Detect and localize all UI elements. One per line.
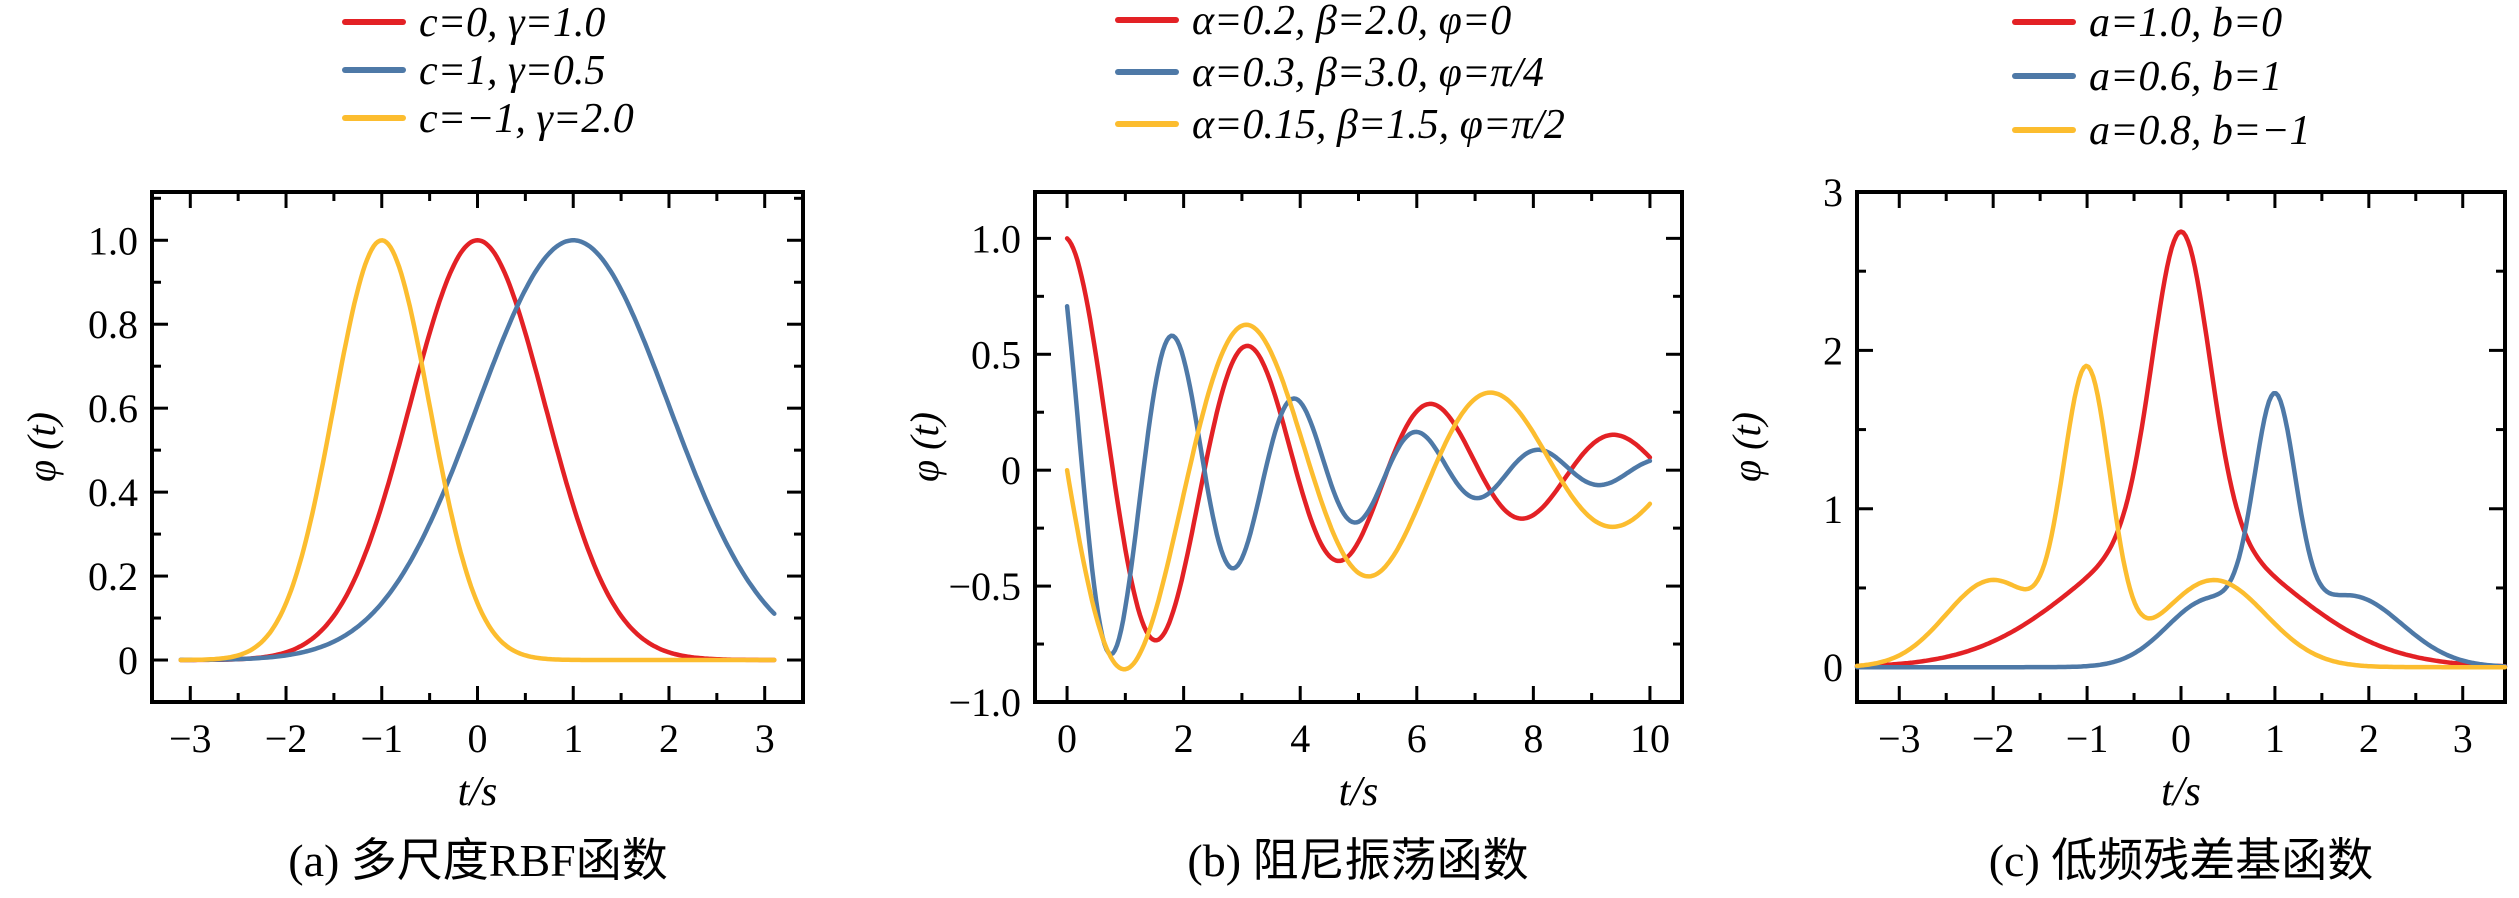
y-tick-label: −0.5	[948, 564, 1021, 609]
legend-label: c=0, γ=1.0	[419, 0, 605, 46]
x-tick-label: 3	[2453, 716, 2473, 761]
x-tick-label: 8	[1523, 716, 1543, 761]
legend-label: α=0.3, β=3.0, φ=π/4	[1192, 50, 1544, 96]
x-tick-label: 0	[468, 716, 488, 761]
panel-a: −3 −2 −1 0 1 2 3 0 0.2 0.4 0.6 0.8 1.0 t/s φ (t) c=0, γ…	[19, 0, 805, 815]
caption-panel-b: (b) 阻尼振荡函数	[1187, 835, 1529, 886]
panel-a-frame	[150, 190, 805, 704]
panel-b-series-2-curve	[1064, 322, 1653, 672]
y-tick-label: −1.0	[948, 680, 1021, 725]
panel-c-frame	[1855, 190, 2507, 704]
panel-c: −3 −2 −1 0 1 2 3 0 1 2 3 t/s φ (t) a=1.0, b=0 a=0.6, b…	[1724, 0, 2508, 815]
x-tick-label: 0	[1057, 716, 1077, 761]
y-axis-label: φ (t)	[1724, 412, 1769, 482]
x-tick-label: −2	[265, 716, 308, 761]
legend-label: a=0.6, b=1	[2089, 54, 2282, 100]
legend-label: c=−1, γ=2.0	[419, 96, 634, 142]
panel-b-frame	[1033, 190, 1684, 704]
legend-label: α=0.2, β=2.0, φ=0	[1192, 0, 1511, 44]
x-tick-label: 1	[563, 716, 583, 761]
y-tick-label: 1.0	[971, 216, 1021, 261]
y-tick-label: 0.5	[971, 332, 1021, 377]
x-tick-label: −2	[1972, 716, 2015, 761]
y-tick-label: 3	[1823, 170, 1843, 215]
x-tick-label: 1	[2265, 716, 2285, 761]
y-tick-label: 1.0	[88, 218, 138, 263]
y-tick-label: 2	[1823, 328, 1843, 373]
x-tick-label: −3	[169, 716, 212, 761]
x-tick-label: −1	[2066, 716, 2109, 761]
x-tick-label: 2	[1174, 716, 1194, 761]
y-tick-label: 0.8	[88, 302, 138, 347]
x-tick-label: 2	[659, 716, 679, 761]
panel-c-series-0-curve	[1854, 229, 2508, 669]
caption-panel-c: (c) 低频残差基函数	[1988, 835, 2374, 886]
y-tick-label: 0.4	[88, 470, 138, 515]
panel-c-series-1-curve	[1854, 390, 2508, 670]
panel-c-series-2-curve	[1854, 363, 2508, 670]
y-axis-label: φ (t)	[19, 412, 64, 482]
x-tick-label: −3	[1878, 716, 1921, 761]
y-tick-label: 0.6	[88, 386, 138, 431]
x-tick-label: −1	[360, 716, 403, 761]
x-tick-label: 4	[1290, 716, 1310, 761]
legend-label: a=1.0, b=0	[2089, 0, 2282, 46]
panel-a-series-1-curve	[178, 238, 777, 663]
x-tick-label: 3	[755, 716, 775, 761]
panel-a-series-2-curve	[178, 238, 777, 663]
x-tick-label: 10	[1630, 716, 1670, 761]
y-tick-label: 0	[1001, 448, 1021, 493]
panel-b: 0 2 4 6 8 10 −1.0 −0.5 0 0.5 1.0 t/s φ (t) α=0.2, β=2…	[902, 0, 1684, 815]
x-axis-label: t/s	[458, 769, 498, 815]
legend-label: α=0.15, β=1.5, φ=π/2	[1192, 102, 1565, 148]
x-axis-label: t/s	[1339, 769, 1379, 815]
x-tick-label: 2	[2359, 716, 2379, 761]
legend-label: a=0.8, b=−1	[2089, 108, 2311, 154]
panel-b-series-1-curve	[1064, 304, 1653, 657]
y-tick-label: 0.2	[88, 554, 138, 599]
y-tick-label: 1	[1823, 487, 1843, 532]
x-tick-label: 0	[2171, 716, 2191, 761]
y-axis-label: φ (t)	[902, 412, 947, 482]
x-axis-label: t/s	[2161, 769, 2201, 815]
y-tick-label: 0	[1823, 645, 1843, 690]
legend-label: c=1, γ=0.5	[419, 48, 605, 94]
panel-b-series-0-curve	[1064, 236, 1653, 643]
x-tick-label: 6	[1407, 716, 1427, 761]
caption-panel-a: (a) 多尺度RBF函数	[288, 835, 668, 886]
y-tick-label: 0	[118, 638, 138, 683]
